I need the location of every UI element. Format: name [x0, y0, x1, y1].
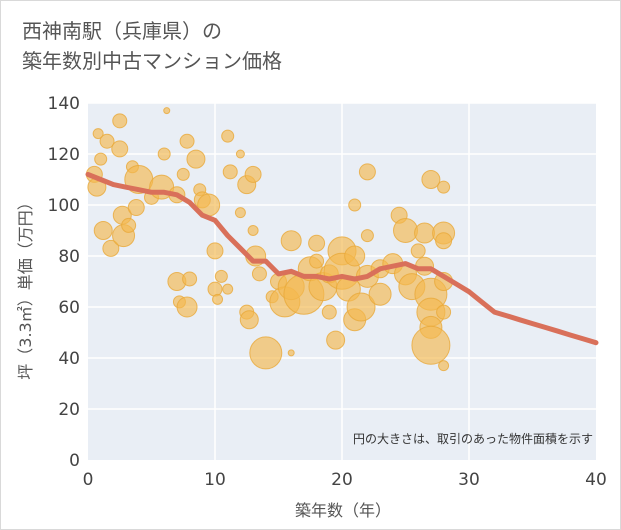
data-bubble [280, 230, 302, 252]
chart-title-line2: 築年数別中古マンション価格 [22, 49, 282, 73]
data-bubble [321, 304, 337, 320]
y-tick-label: 0 [69, 451, 80, 471]
data-bubble [308, 234, 326, 252]
data-bubble [348, 198, 362, 212]
data-bubble [222, 164, 238, 180]
y-tick-label: 120 [48, 145, 80, 165]
data-bubble [410, 243, 426, 259]
y-tick-label: 20 [58, 400, 80, 420]
data-bubble [344, 245, 366, 267]
data-bubble [437, 180, 451, 194]
data-bubble [93, 221, 113, 240]
y-tick-label: 140 [48, 94, 80, 114]
x-tick-label: 0 [83, 470, 94, 490]
data-bubble [157, 147, 171, 161]
data-bubble [414, 222, 436, 244]
x-tick-label: 10 [204, 470, 226, 490]
data-bubble [207, 281, 223, 297]
x-tick-label: 20 [331, 470, 353, 490]
data-bubble [249, 336, 283, 370]
y-tick-label: 100 [48, 196, 80, 216]
data-bubble [111, 140, 129, 158]
data-bubble [244, 165, 262, 183]
y-tick-label: 60 [58, 298, 80, 318]
data-bubble [99, 133, 115, 149]
y-tick-label: 80 [58, 247, 80, 267]
data-bubble [235, 149, 245, 159]
data-bubble [421, 170, 441, 189]
data-bubble [436, 304, 452, 320]
data-bubble [368, 282, 392, 306]
data-bubble [163, 107, 171, 115]
data-bubble [176, 296, 198, 318]
data-bubble [121, 217, 137, 233]
data-bubble [222, 283, 234, 295]
data-bubble [287, 349, 295, 357]
chart-title: 西神南駅（兵庫県）の 築年数別中古マンション価格 [22, 16, 282, 76]
data-bubble [435, 232, 453, 250]
x-axis-ticks: 0 10 20 30 40 [83, 470, 607, 490]
chart-title-line1: 西神南駅（兵庫県）の [22, 19, 222, 43]
data-bubble [239, 310, 259, 330]
data-bubble [182, 271, 198, 287]
data-bubble [212, 293, 224, 305]
y-axis-ticks: 0 20 40 60 80 100 120 140 [48, 94, 80, 471]
data-bubble [358, 163, 376, 181]
x-tick-label: 40 [585, 470, 607, 490]
data-bubble [247, 225, 259, 236]
data-bubble [94, 152, 108, 166]
data-bubble [92, 128, 104, 140]
data-bubble [438, 360, 450, 372]
data-bubble [346, 292, 376, 322]
trend-line [85, 171, 599, 346]
data-bubble [186, 149, 206, 169]
data-bubble [326, 330, 346, 350]
y-tick-label: 40 [58, 349, 80, 369]
data-bubble [411, 325, 451, 365]
data-bubble [112, 113, 128, 129]
data-bubble [214, 269, 228, 283]
size-note: 円の大きさは、取引のあった物件面積を示す [353, 431, 593, 446]
data-bubble [127, 199, 145, 217]
data-bubble [360, 229, 374, 243]
data-bubble [179, 133, 195, 149]
data-bubble [176, 167, 190, 181]
data-bubble [234, 207, 246, 219]
data-bubble [102, 239, 120, 257]
x-tick-label: 30 [458, 470, 480, 490]
data-bubble [393, 218, 418, 243]
data-bubble [221, 129, 235, 143]
x-axis-label: 築年数（年） [295, 501, 391, 520]
y-axis-label: 坪（3.3㎡）単価（万円） [16, 194, 35, 379]
data-bubble [251, 266, 267, 282]
data-bubble [309, 253, 325, 269]
data-bubble [206, 242, 224, 260]
